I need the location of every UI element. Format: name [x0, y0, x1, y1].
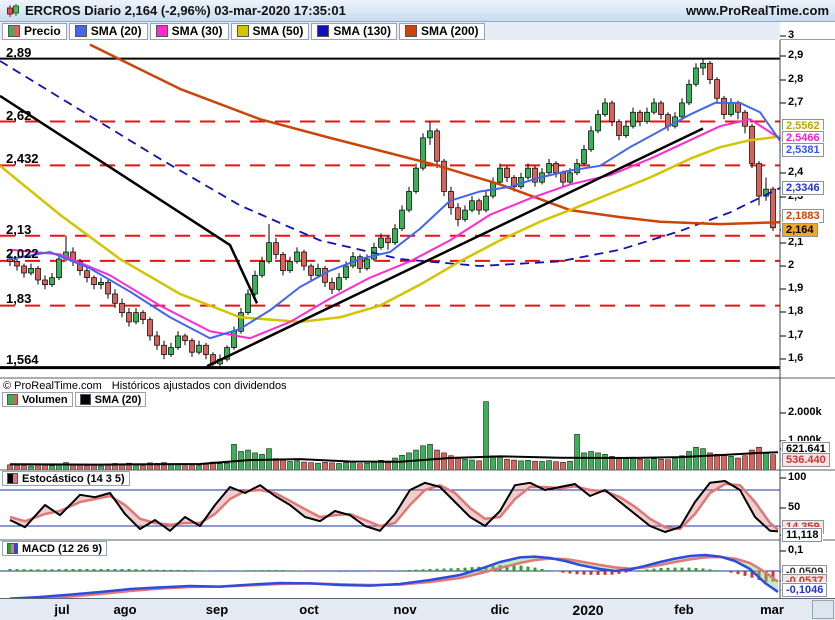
series-label: SMA (200) [420, 24, 479, 38]
month-label: nov [393, 602, 417, 617]
price-legend-row: Precio SMA (20) SMA (30) SMA (50) SMA (130) S… [0, 22, 780, 40]
series-label: SMA (20) [94, 393, 142, 406]
copyright-label: © ProRealTime.com [3, 379, 102, 392]
candlestick-logo-icon [7, 3, 19, 17]
window-titlebar: ERCROS Diario 2,164 (-2,96%) 03-mar-2020… [0, 0, 835, 22]
month-label: dic [490, 602, 510, 617]
month-label: oct [299, 602, 319, 617]
legend-item-precio[interactable]: Precio [2, 22, 67, 40]
series-color-swatch [317, 25, 330, 37]
month-label: mar [760, 602, 784, 617]
series-color-swatch [155, 25, 168, 37]
month-label: ago [113, 602, 137, 617]
volume-legend-item-sma-20[interactable]: SMA (20) [74, 392, 147, 407]
prorealtime-link[interactable]: www.ProRealTime.com [685, 3, 829, 18]
series-label: SMA (20) [90, 24, 142, 38]
series-color-swatch [236, 25, 249, 37]
chart-title: ERCROS Diario 2,164 (-2,96%) 03-mar-2020… [25, 3, 346, 18]
series-label: SMA (130) [333, 24, 391, 38]
month-label: 2020 [572, 602, 604, 618]
series-color-swatch [7, 394, 18, 405]
stoch-legend-item-estoc-stico-14-3-5[interactable]: Estocástico (14 3 5) [2, 471, 130, 486]
time-axis: jul ago sep oct nov dic 2020 feb mar [0, 598, 835, 620]
legend-item-sma-20[interactable]: SMA (20) [68, 22, 148, 40]
month-label: sep [205, 602, 229, 617]
series-label: Precio [24, 24, 61, 38]
series-color-swatch [74, 25, 87, 37]
legend-item-sma-200[interactable]: SMA (200) [398, 22, 485, 40]
month-label: jul [54, 602, 70, 617]
price-panel [0, 43, 781, 370]
series-color-swatch [7, 543, 18, 554]
axis-corner-box [812, 600, 834, 619]
stochastic-legend-row: Estocástico (14 3 5) [2, 471, 130, 486]
series-label: SMA (50) [252, 24, 304, 38]
series-label: Estocástico (14 3 5) [22, 472, 125, 485]
legend-item-sma-130[interactable]: SMA (130) [311, 22, 397, 40]
macd-legend-row: MACD (12 26 9) [2, 541, 108, 556]
dividends-note: Históricos ajustados con dividendos [111, 379, 287, 392]
legend-item-sma-30[interactable]: SMA (30) [149, 22, 229, 40]
series-label: SMA (30) [171, 24, 223, 38]
series-color-swatch [404, 25, 417, 37]
series-color-swatch [79, 394, 91, 405]
stochastic-panel [0, 480, 780, 533]
month-label: feb [674, 602, 694, 617]
series-label: MACD (12 26 9) [22, 542, 103, 555]
series-color-swatch [8, 25, 20, 37]
volume-panel [7, 401, 779, 470]
volume-legend-item-volumen[interactable]: Volumen [2, 392, 73, 407]
series-color-swatch [7, 473, 18, 484]
series-label: Volumen [22, 393, 68, 406]
macd-panel [0, 553, 780, 598]
volume-legend-row: Volumen SMA (20) [2, 392, 147, 407]
volume-panel-header: © ProRealTime.com Históricos ajustados c… [3, 379, 287, 392]
legend-item-sma-50[interactable]: SMA (50) [230, 22, 310, 40]
macd-legend-item-macd-12-26-9[interactable]: MACD (12 26 9) [2, 541, 108, 556]
